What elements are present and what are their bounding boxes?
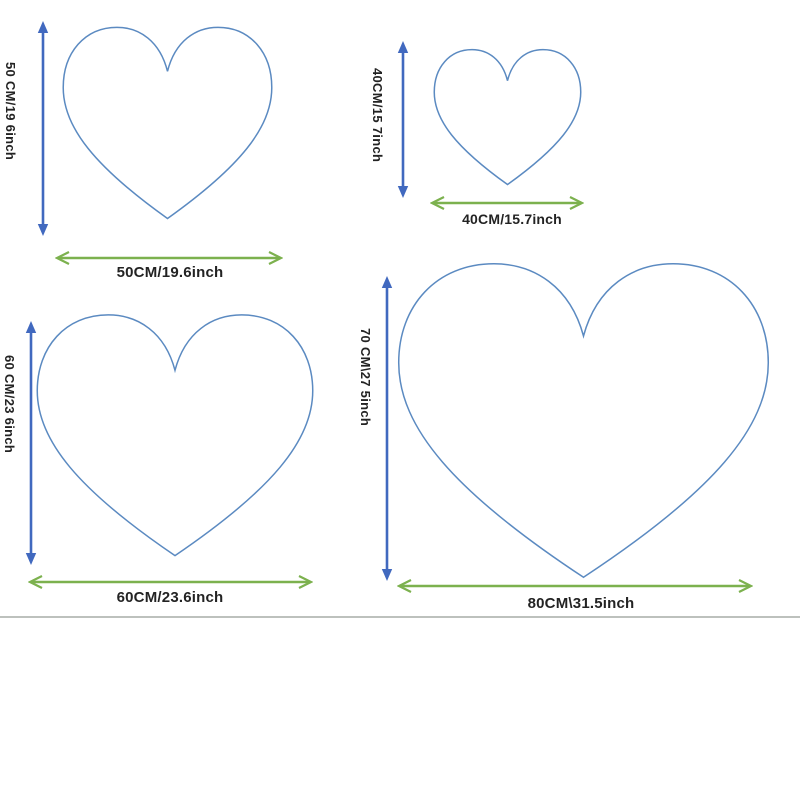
divider-line xyxy=(0,616,800,618)
height-dimension-label-60cm: 60 CM/23 6inch xyxy=(2,354,17,454)
width-dimension-label-60cm: 60CM/23.6inch xyxy=(116,589,224,606)
width-arrow-80cm-icon xyxy=(397,579,753,593)
height-dimension-label-40cm: 40CM/15 7inch xyxy=(370,67,385,163)
heart-outline-80cm xyxy=(393,260,774,583)
height-dimension-label-50cm: 50 CM/19 6inch xyxy=(3,61,18,161)
height-arrow-40cm-icon xyxy=(397,41,409,198)
width-dimension-label-50cm: 50CM/19.6inch xyxy=(116,264,224,281)
height-arrow-60cm-icon xyxy=(25,321,37,565)
width-dimension-label-80cm: 80CM\31.5inch xyxy=(527,595,635,612)
width-arrow-50cm-icon xyxy=(55,251,283,265)
width-arrow-40cm-icon xyxy=(430,196,584,210)
width-dimension-label-40cm: 40CM/15.7inch xyxy=(462,211,562,227)
height-arrow-70cm-icon xyxy=(381,276,393,581)
heart-outline-50cm xyxy=(60,25,275,222)
heart-outline-40cm xyxy=(432,48,583,187)
height-arrow-50cm-icon xyxy=(37,21,49,236)
heart-outline-60cm xyxy=(33,312,317,560)
height-dimension-label-70cm: 70 CM\27 5inch xyxy=(358,327,373,427)
width-arrow-60cm-icon xyxy=(28,575,313,589)
